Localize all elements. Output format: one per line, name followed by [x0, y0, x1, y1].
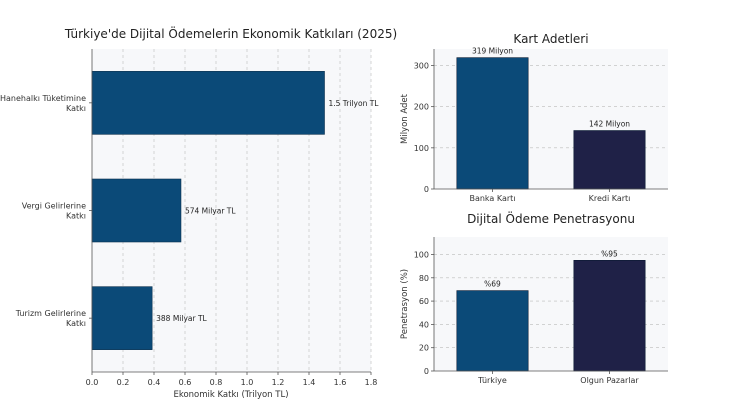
chart-card-counts: Kart Adetleri 319 Milyon 142 Milyon 0 100 2… [400, 32, 668, 203]
chart1-y-tick-label: Hanehalkı Tüketimine Katkı [0, 94, 86, 113]
chart1-data-label: 1.5 Trilyon TL [329, 99, 380, 108]
chart2-y-tick-label: 200 [414, 103, 429, 112]
chart3-y-tick-label: 80 [419, 274, 429, 283]
chart3-title: Dijital Ödeme Penetrasyonu [467, 210, 635, 226]
chart2-bar [573, 130, 646, 190]
chart1-data-label: 574 Milyar TL [185, 207, 236, 216]
chart-economic-contribution: Türkiye'de Dijital Ödemelerin Ekonomik K… [0, 25, 397, 400]
chart2-y-tick-label: 0 [424, 185, 429, 194]
chart-digital-payment-penetration: Dijital Ödeme Penetrasyonu %69 %95 0 20 40 6… [400, 210, 668, 385]
chart1-y-tick-label-line: Katkı [66, 319, 86, 328]
chart1-x-tick-label: 0.8 [210, 378, 223, 387]
chart3-data-label: %95 [601, 249, 618, 258]
chart3-y-tick-label: 40 [419, 320, 429, 329]
chart1-x-tick-label: 1.0 [241, 378, 254, 387]
chart1-title: Türkiye'de Dijital Ödemelerin Ekonomik K… [64, 25, 397, 41]
chart2-y-axis-label: Milyon Adet [400, 93, 410, 144]
chart2-data-label: 319 Milyon [472, 47, 513, 56]
chart3-y-axis-label: Penetrasyon (%) [400, 269, 410, 339]
chart1-x-tick-label: 0.6 [179, 378, 192, 387]
chart1-x-tick-label: 1.2 [272, 378, 285, 387]
chart1-y-tick-label-line: Vergi Gelirlerine [22, 202, 86, 211]
chart2-x-tick-label: Banka Kartı [469, 194, 515, 203]
chart2-bar [456, 57, 529, 190]
chart1-x-tick-label: 0.0 [86, 378, 99, 387]
chart3-bar [456, 290, 529, 372]
chart1-y-tick-label: Vergi Gelirlerine Katkı [22, 202, 86, 221]
chart1-bar [91, 71, 325, 135]
chart3-x-tick-label: Olgun Pazarlar [580, 376, 639, 385]
chart3-x-tick-label: Türkiye [477, 376, 507, 385]
chart1-x-tick-label: 1.8 [365, 378, 378, 387]
chart1-y-tick-label-line: Katkı [66, 212, 86, 221]
chart1-x-tick-label: 1.6 [334, 378, 347, 387]
chart1-x-tick-label: 0.2 [117, 378, 130, 387]
chart1-x-tick-label: 0.4 [148, 378, 161, 387]
chart1-y-tick-label-line: Turizm Gelirlerine [15, 309, 86, 318]
chart1-bar [91, 286, 153, 350]
chart3-y-tick-label: 100 [414, 250, 429, 259]
chart2-y-tick-label: 100 [414, 144, 429, 153]
chart1-y-tick-label-line: Katkı [66, 104, 86, 113]
chart1-data-label: 388 Milyar TL [156, 314, 207, 323]
chart3-data-label: %69 [484, 280, 501, 289]
chart3-y-tick-label: 0 [424, 367, 429, 376]
chart2-data-label: 142 Milyon [589, 120, 630, 129]
chart2-title: Kart Adetleri [513, 32, 588, 46]
chart3-y-tick-label: 60 [419, 297, 429, 306]
chart1-x-axis-label: Ekonomik Katkı (Trilyon TL) [173, 390, 288, 400]
chart1-x-tick-label: 1.4 [303, 378, 316, 387]
chart1-y-tick-label: Turizm Gelirlerine Katkı [15, 309, 86, 328]
chart1-bar [91, 178, 182, 243]
chart3-y-tick-label: 20 [419, 344, 429, 353]
chart1-y-tick-label-line: Hanehalkı Tüketimine [0, 94, 86, 103]
chart2-x-tick-label: Kredi Kartı [589, 194, 631, 203]
chart3-bar [573, 260, 646, 372]
chart2-y-tick-label: 300 [414, 61, 429, 70]
